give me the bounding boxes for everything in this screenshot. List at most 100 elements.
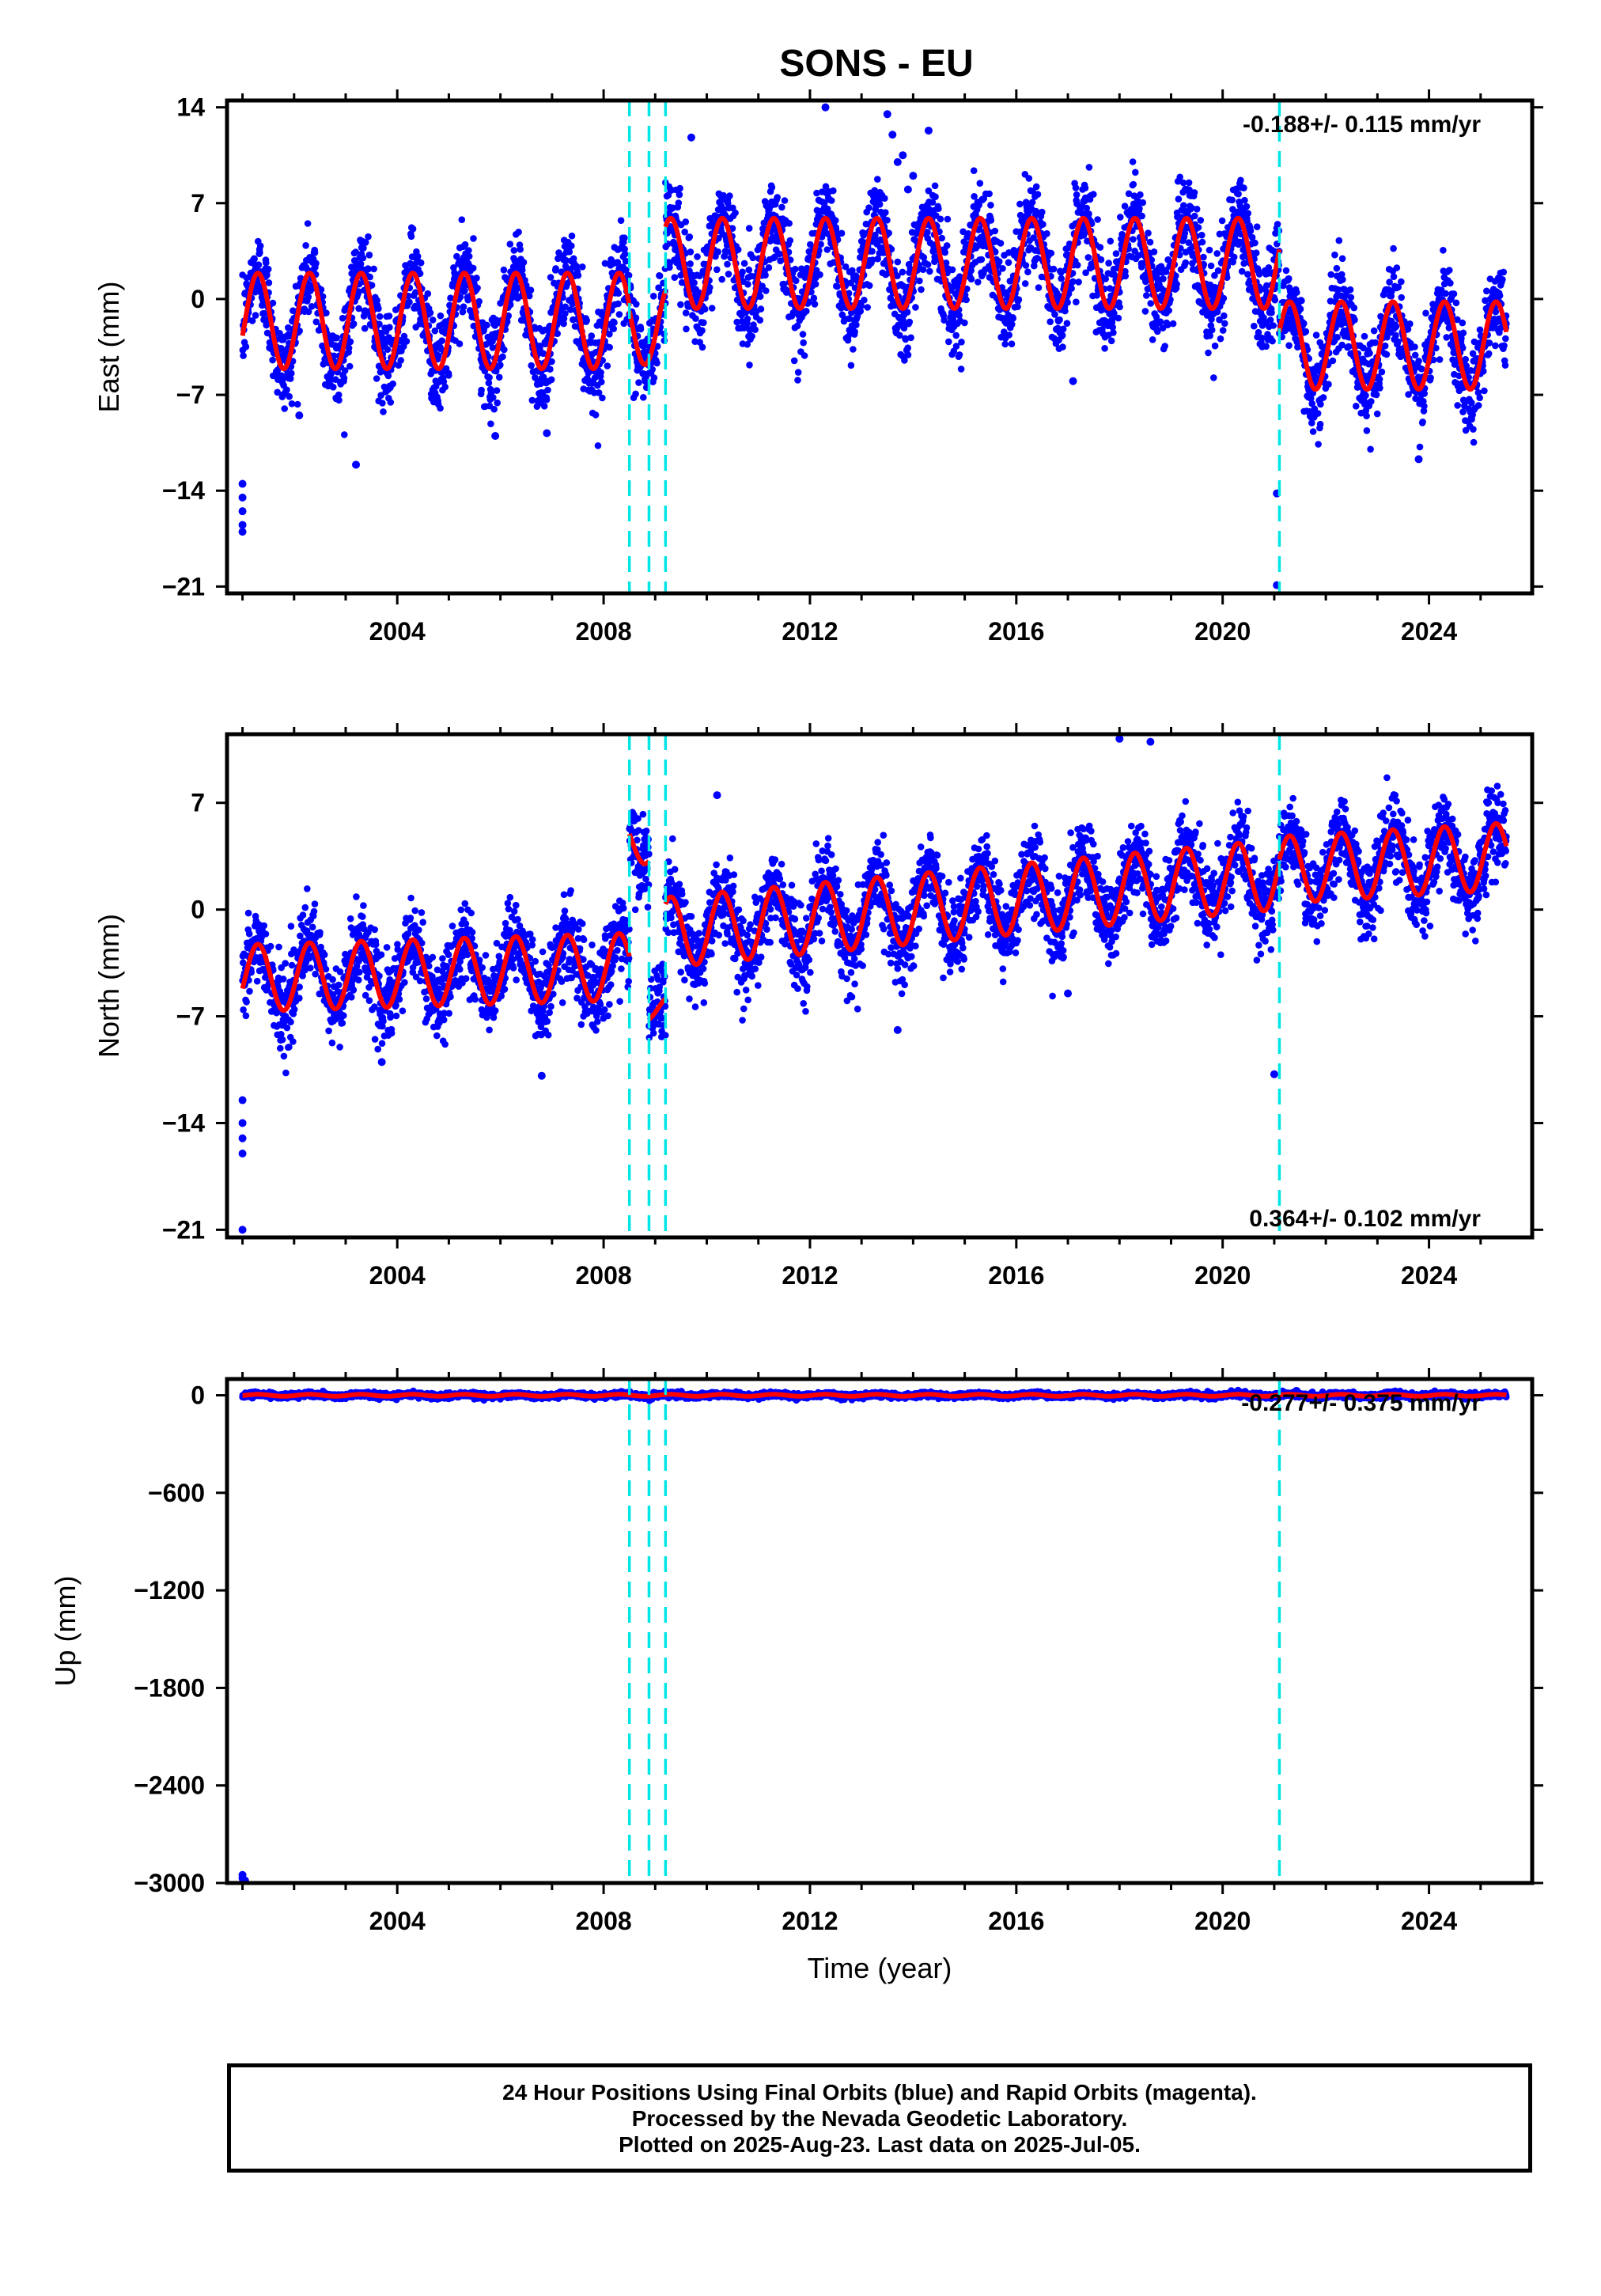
data-point: [599, 394, 606, 402]
data-point: [336, 1044, 343, 1051]
data-point: [1211, 271, 1218, 279]
data-point: [353, 893, 360, 900]
data-point: [1130, 192, 1138, 199]
data-point: [1485, 350, 1493, 358]
data-point: [264, 265, 272, 273]
data-point: [1243, 203, 1251, 210]
data-point: [274, 388, 282, 396]
data-point: [991, 227, 999, 235]
data-point: [1315, 441, 1322, 448]
data-point: [1317, 400, 1324, 408]
data-point: [901, 357, 908, 364]
data-point: [653, 359, 660, 367]
data-point: [1072, 184, 1080, 191]
data-point: [1216, 316, 1223, 324]
plot-area: [238, 103, 1510, 589]
data-point: [330, 352, 338, 360]
data-point: [311, 249, 319, 256]
data-point: [811, 301, 819, 308]
data-point: [1398, 278, 1405, 286]
data-point: [361, 324, 369, 332]
data-point: [1081, 184, 1089, 191]
data-point: [1429, 356, 1437, 364]
data-point: [240, 352, 247, 359]
data-point: [1476, 326, 1484, 334]
data-point: [997, 240, 1005, 247]
data-point: [282, 960, 290, 967]
data-point: [952, 343, 960, 350]
data-point: [1043, 230, 1050, 237]
data-point: [285, 324, 292, 332]
data-point: [1205, 349, 1212, 357]
data-point: [1136, 205, 1143, 213]
data-point: [1302, 328, 1310, 335]
data-point: [1161, 343, 1168, 350]
data-point: [536, 343, 544, 350]
data-point: [528, 396, 536, 404]
data-point: [1208, 326, 1216, 334]
data-point: [406, 298, 413, 306]
data-point: [540, 403, 548, 410]
data-point: [1105, 260, 1112, 267]
data-point: [792, 265, 799, 273]
data-point: [1285, 275, 1293, 282]
data-point: [1102, 275, 1109, 282]
data-point: [1090, 191, 1097, 198]
x-tick-label: 2024: [1401, 617, 1457, 646]
data-point: [594, 442, 602, 449]
data-point: [357, 260, 365, 267]
data-point: [1005, 249, 1012, 256]
data-point: [282, 1069, 290, 1077]
data-point: [774, 194, 781, 201]
data-point: [1214, 267, 1222, 275]
data-point: [485, 379, 493, 387]
data-point: [1440, 247, 1447, 254]
data-point: [1009, 315, 1016, 322]
data-point: [1252, 249, 1260, 257]
data-point: [1156, 318, 1164, 326]
data-point: [978, 256, 986, 263]
data-point: [1309, 428, 1317, 435]
data-point: [1141, 308, 1149, 315]
data-point: [1454, 402, 1461, 409]
data-point: [308, 303, 316, 310]
data-point: [1197, 217, 1205, 224]
data-point: [1416, 443, 1424, 451]
data-point: [470, 322, 478, 330]
data-point: [453, 252, 460, 260]
data-point: [554, 330, 561, 338]
data-point: [1486, 339, 1493, 347]
data-point: [1206, 332, 1213, 339]
data-point: [1217, 335, 1224, 343]
data-point: [525, 292, 533, 300]
data-point: [1270, 322, 1277, 329]
data-point: [987, 201, 994, 209]
outlier-point: [238, 507, 247, 516]
data-point: [1459, 319, 1467, 327]
data-point: [1062, 307, 1069, 315]
data-point: [1285, 342, 1293, 350]
data-point: [943, 242, 951, 249]
data-point: [1236, 238, 1244, 246]
data-point: [1198, 238, 1206, 246]
data-point: [625, 271, 633, 279]
data-point: [986, 190, 993, 198]
data-point: [686, 267, 693, 275]
data-point: [781, 197, 789, 204]
data-point: [352, 248, 360, 256]
data-point: [475, 297, 483, 305]
data-point: [916, 277, 923, 285]
data-point: [301, 904, 309, 911]
data-point: [876, 200, 884, 208]
data-point: [1183, 223, 1190, 231]
data-point: [320, 951, 328, 958]
data-point: [366, 273, 373, 281]
data-point: [803, 308, 810, 315]
data-point: [748, 332, 755, 340]
data-point: [1176, 173, 1183, 181]
data-point: [1050, 265, 1058, 273]
data-point: [1298, 297, 1305, 305]
data-point: [874, 176, 881, 183]
data-point: [308, 923, 316, 931]
data-point: [1238, 267, 1246, 275]
